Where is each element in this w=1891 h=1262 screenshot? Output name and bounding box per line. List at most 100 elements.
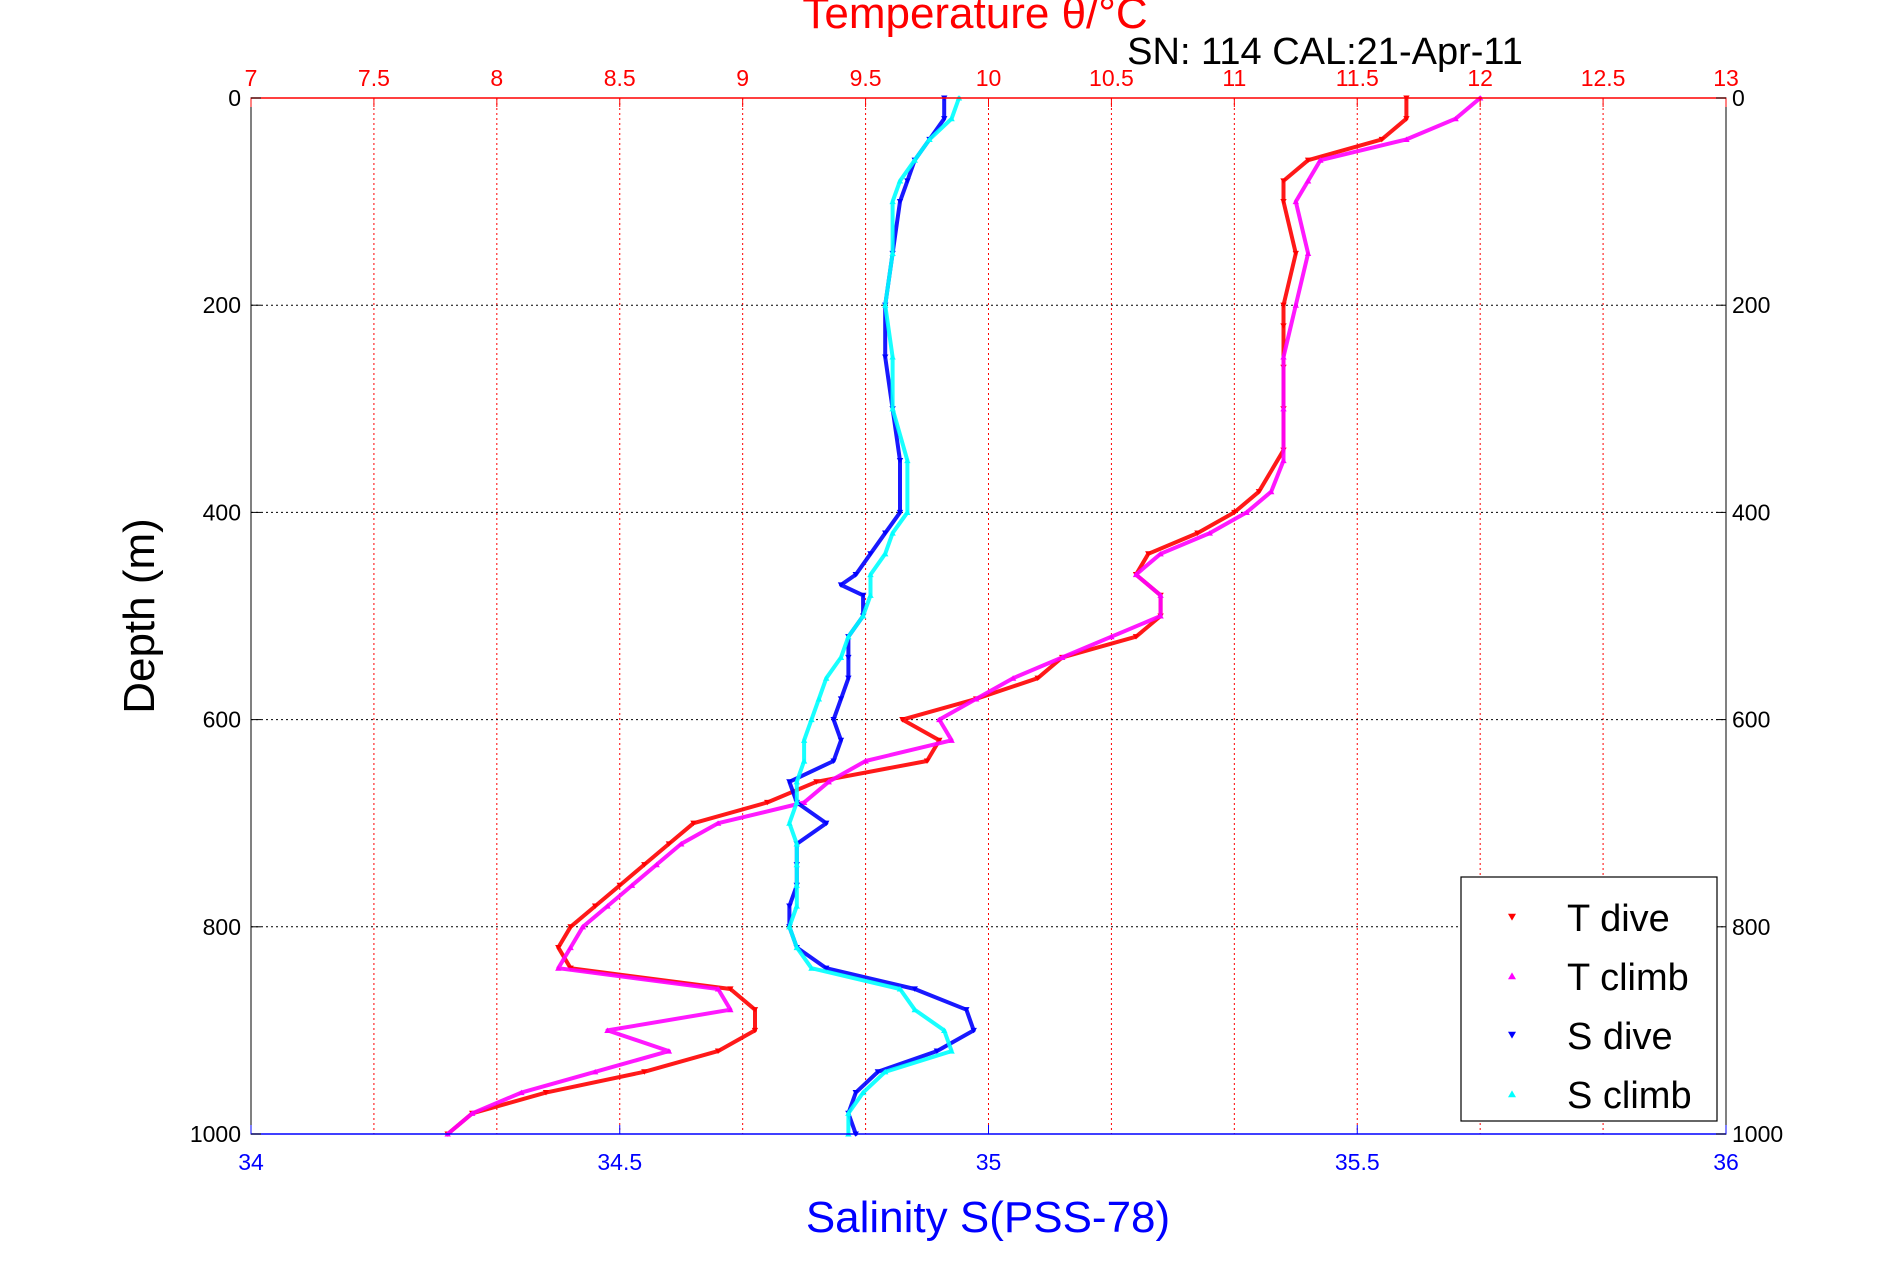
data-point xyxy=(882,354,889,360)
data-point xyxy=(793,799,800,806)
data-point xyxy=(882,530,889,536)
x-axis-label: Salinity S(PSS-78) xyxy=(806,1193,1170,1242)
data-point xyxy=(1009,675,1017,681)
data-point xyxy=(808,716,815,723)
left-tick-label: 400 xyxy=(203,499,241,525)
data-point xyxy=(1304,250,1312,256)
data-point xyxy=(1206,530,1213,536)
data-point xyxy=(793,841,800,847)
right-tick-label: 200 xyxy=(1732,292,1770,318)
data-point xyxy=(1280,323,1287,329)
data-point xyxy=(823,675,830,681)
series-trace xyxy=(787,96,961,1136)
data-point xyxy=(641,862,648,868)
data-point xyxy=(815,696,823,702)
data-point xyxy=(923,758,931,764)
data-point xyxy=(793,882,800,888)
data-point xyxy=(1157,613,1164,619)
top-tick-label: 12.5 xyxy=(1581,65,1626,91)
data-point xyxy=(1157,550,1164,557)
data-point xyxy=(469,1110,476,1116)
data-series xyxy=(444,95,1484,1137)
data-point xyxy=(941,116,948,122)
top-tick-label: 7 xyxy=(245,65,258,91)
data-point xyxy=(823,820,830,827)
series-s-climb xyxy=(786,95,963,1137)
top-tick-label: 7.5 xyxy=(358,65,390,91)
data-point xyxy=(948,737,955,743)
data-point xyxy=(555,965,562,971)
data-point xyxy=(837,582,845,588)
data-point xyxy=(889,250,896,256)
data-point xyxy=(889,198,896,205)
legend: T dive T climb S dive S climb xyxy=(1460,876,1718,1122)
data-point xyxy=(911,986,918,992)
data-point xyxy=(813,779,820,785)
data-point xyxy=(1132,571,1140,578)
data-point xyxy=(786,820,793,826)
data-point xyxy=(567,924,574,930)
data-point xyxy=(653,861,660,868)
data-point xyxy=(793,944,800,951)
data-point xyxy=(882,1068,889,1075)
data-point xyxy=(1292,198,1299,205)
data-point xyxy=(786,923,793,930)
legend-label: T climb xyxy=(1567,957,1689,999)
data-point xyxy=(941,1027,948,1033)
data-point xyxy=(859,592,867,599)
top-tick-label: 9.5 xyxy=(850,65,882,91)
data-point xyxy=(896,509,904,516)
data-point xyxy=(1280,457,1287,464)
data-point xyxy=(1292,302,1299,308)
data-point xyxy=(973,696,980,702)
data-point xyxy=(867,551,874,557)
top-tick-label: 11 xyxy=(1222,65,1246,91)
top-tick-label: 10.5 xyxy=(1089,65,1134,91)
data-point xyxy=(845,1110,852,1116)
data-point xyxy=(751,1007,759,1013)
data-point xyxy=(1403,116,1410,122)
bottom-tick-label: 34.5 xyxy=(597,1149,642,1175)
data-point xyxy=(1378,136,1386,143)
bottom-tick-label: 36 xyxy=(1713,1149,1739,1175)
data-point xyxy=(1268,488,1275,495)
top-tick-label: 9 xyxy=(736,65,749,91)
data-point xyxy=(889,354,896,360)
data-point xyxy=(845,633,852,640)
data-point xyxy=(867,592,874,598)
data-point xyxy=(859,613,867,619)
data-point xyxy=(1255,489,1263,495)
data-point xyxy=(882,302,889,308)
data-point xyxy=(628,882,636,888)
data-point xyxy=(690,820,697,827)
data-point xyxy=(837,696,845,702)
data-point xyxy=(845,675,852,682)
bottom-tick-label: 35.5 xyxy=(1335,1149,1380,1175)
data-point xyxy=(793,778,800,785)
data-point xyxy=(1108,633,1115,640)
data-point xyxy=(911,1006,918,1013)
data-point xyxy=(837,654,845,660)
data-point xyxy=(896,178,904,184)
top-tick-label: 13 xyxy=(1713,65,1739,91)
data-point xyxy=(845,654,852,661)
data-point xyxy=(800,758,808,764)
data-point xyxy=(1280,199,1287,205)
data-point xyxy=(1317,157,1324,163)
data-point xyxy=(1280,354,1287,360)
data-point xyxy=(896,199,904,205)
data-point xyxy=(555,944,562,951)
data-point xyxy=(889,405,896,412)
top-tick-label: 11.5 xyxy=(1336,65,1379,91)
data-point xyxy=(764,799,771,806)
bottom-tick-label: 35 xyxy=(976,1149,1002,1175)
data-point xyxy=(1452,115,1459,122)
data-point xyxy=(904,457,911,464)
data-point xyxy=(1157,592,1164,598)
data-point xyxy=(948,1048,955,1054)
data-point xyxy=(1145,551,1152,557)
series-t-climb xyxy=(444,95,1484,1137)
data-point xyxy=(1059,654,1066,660)
